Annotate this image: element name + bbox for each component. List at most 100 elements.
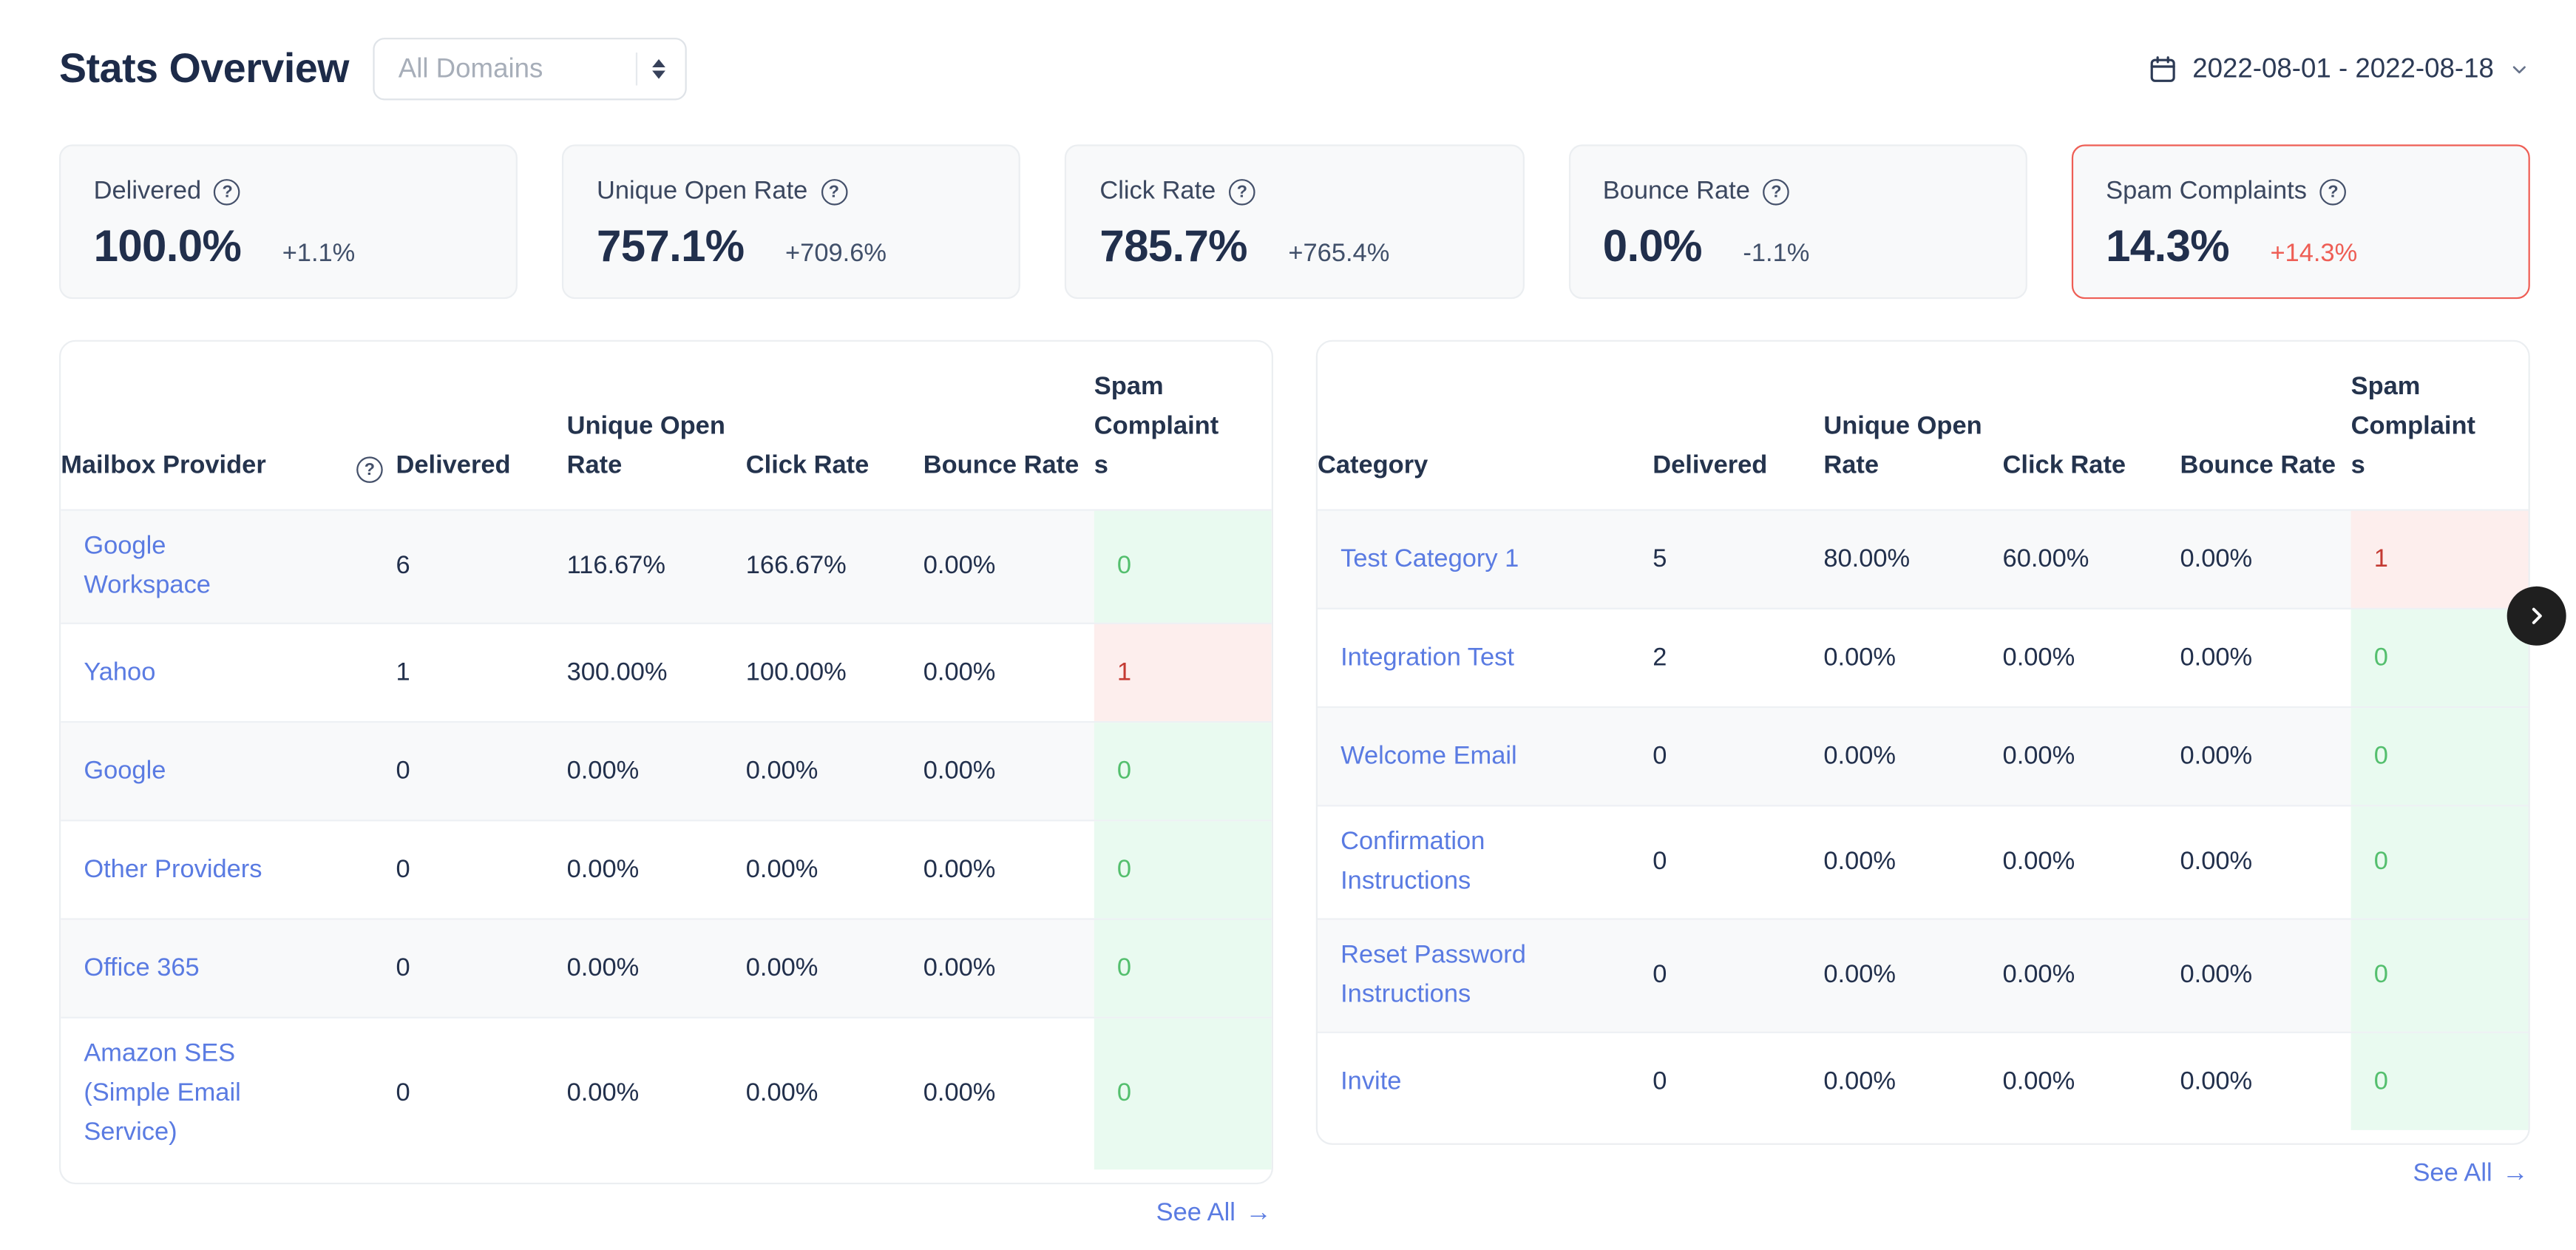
help-icon[interactable]: ? <box>1229 179 1255 206</box>
metric-cell: 1 <box>396 658 410 686</box>
mailbox-provider-table: Mailbox Provider? Delivered Unique Open Ra… <box>58 339 1274 1185</box>
chevron-right-icon <box>2532 607 2542 624</box>
stat-card-bounce-rate: Bounce Rate? 0.0% -1.1% <box>1568 144 2027 300</box>
row-name-cell: Other Providers <box>61 821 396 918</box>
spam-complaints-cell: 0 <box>1094 919 1272 1017</box>
metric-cell: 80.00% <box>1823 544 1911 572</box>
metric-cell: 0 <box>396 953 410 982</box>
row-link[interactable]: Integration Test <box>1340 643 1514 672</box>
table-row: Google Workspace 6 116.67% 166.67% 0.00% 0 <box>61 509 1272 623</box>
metric-cell: 0.00% <box>2180 643 2253 672</box>
table-row: Integration Test 2 0.00% 0.00% 0.00% 0 <box>1317 607 2529 706</box>
table-header-row: Category Delivered Unique Open Rate Click R… <box>1318 342 2529 510</box>
row-link[interactable]: Google Workspace <box>84 532 211 600</box>
metric-cell: 100.00% <box>745 658 847 686</box>
row-name-cell: Test Category 1 <box>1318 511 1653 608</box>
help-icon[interactable]: ? <box>1763 179 1790 206</box>
table-header-row: Mailbox Provider? Delivered Unique Open Ra… <box>61 342 1272 510</box>
metric-cell: 0.00% <box>2002 643 2075 672</box>
column-header: Delivered <box>1653 451 1768 480</box>
table-row: Yahoo 1 300.00% 100.00% 0.00% 1 <box>61 622 1272 721</box>
row-link[interactable]: Office 365 <box>84 953 200 982</box>
spam-complaints-cell: 0 <box>2350 919 2529 1032</box>
arrow-right-icon: → <box>1245 1199 1272 1227</box>
help-icon[interactable]: ? <box>356 456 383 483</box>
row-name-cell: Integration Test <box>1318 609 1653 706</box>
row-name-cell: Reset Password Instructions <box>1318 920 1653 1032</box>
tables-section: Mailbox Provider? Delivered Unique Open Ra… <box>58 339 2530 1229</box>
category-table: Category Delivered Unique Open Rate Click R… <box>1315 339 2530 1145</box>
help-icon[interactable]: ? <box>821 179 847 206</box>
column-header: Unique Open Rate <box>1823 412 1982 480</box>
column-header: Mailbox Provider? <box>61 447 396 509</box>
metric-cell: 116.67% <box>566 552 665 580</box>
metric-cell: 0 <box>1653 741 1667 770</box>
stat-card-value: 757.1% <box>597 221 745 271</box>
row-link[interactable]: Amazon SES (Simple Email Service) <box>84 1039 241 1147</box>
metric-cell: 0.00% <box>923 854 996 883</box>
row-link[interactable]: Test Category 1 <box>1340 544 1519 572</box>
row-link[interactable]: Yahoo <box>84 658 156 686</box>
help-icon[interactable]: ? <box>214 179 241 206</box>
spam-complaints-cell: 0 <box>2350 609 2529 706</box>
row-link[interactable]: Confirmation Instructions <box>1340 828 1485 896</box>
select-spinner-icon <box>653 58 666 79</box>
metric-cell: 0.00% <box>2002 1067 2075 1095</box>
stat-card-label: Bounce Rate <box>1602 177 1750 206</box>
help-icon[interactable]: ? <box>2319 179 2347 206</box>
metric-cell: 0.00% <box>1823 961 1897 989</box>
see-all-row: See All → <box>59 1199 1273 1229</box>
row-name-cell: Amazon SES (Simple Email Service) <box>61 1018 396 1169</box>
metric-cell: 0.00% <box>2002 847 2075 876</box>
row-link[interactable]: Invite <box>1340 1067 1402 1095</box>
metric-cell: 0.00% <box>745 756 818 785</box>
stat-card-value: 100.0% <box>93 221 242 271</box>
metric-cell: 0.00% <box>745 1079 818 1107</box>
row-link[interactable]: Reset Password Instructions <box>1340 941 1526 1009</box>
table-row: Other Providers 0 0.00% 0.00% 0.00% 0 <box>61 820 1272 919</box>
scroll-right-button[interactable] <box>2506 586 2566 646</box>
table-row: Invite 0 0.00% 0.00% 0.00% 0 <box>1317 1031 2529 1130</box>
stat-card-label: Delivered <box>93 177 202 206</box>
column-header: Bounce Rate <box>923 451 1079 480</box>
stat-card-value: 14.3% <box>2106 221 2229 271</box>
page-title: Stats Overview <box>58 45 350 92</box>
metric-cell: 0.00% <box>1823 741 1897 770</box>
spam-complaints-cell: 1 <box>2350 510 2529 608</box>
stat-card-delta: -1.1% <box>1743 240 1810 268</box>
stat-card-delivered: Delivered? 100.0% +1.1% <box>58 144 518 300</box>
row-link[interactable]: Welcome Email <box>1340 741 1517 770</box>
metric-cell: 0 <box>396 756 410 785</box>
chevron-down-icon <box>2512 65 2526 73</box>
column-header: Delivered <box>396 451 511 480</box>
domain-select[interactable]: All Domains <box>373 38 688 101</box>
metric-cell: 0.00% <box>2180 544 2253 572</box>
metric-cell: 0 <box>396 854 410 883</box>
stat-card-delta: +709.6% <box>785 240 887 268</box>
column-header: Bounce Rate <box>2180 451 2336 480</box>
metric-cell: 0.00% <box>745 854 818 883</box>
column-header: Click Rate <box>2002 451 2126 480</box>
column-header: Click Rate <box>745 451 870 480</box>
stat-card-unique-open-rate: Unique Open Rate? 757.1% +709.6% <box>562 144 1021 300</box>
metric-cell: 60.00% <box>2002 544 2089 572</box>
spam-complaints-cell: 0 <box>1094 821 1272 919</box>
see-all-row: See All → <box>1316 1160 2530 1189</box>
row-link[interactable]: Other Providers <box>84 854 262 883</box>
spam-complaints-cell: 0 <box>1094 1018 1272 1170</box>
row-link[interactable]: Google <box>84 756 166 785</box>
see-all-link[interactable]: See All → <box>2413 1160 2528 1189</box>
metric-cell: 0.00% <box>2180 1067 2253 1095</box>
spam-complaints-cell: 0 <box>1094 723 1272 820</box>
arrow-right-icon: → <box>2502 1159 2529 1188</box>
metric-cell: 0.00% <box>1823 1067 1897 1095</box>
see-all-link[interactable]: See All → <box>1156 1199 1272 1229</box>
row-name-cell: Invite <box>1318 1033 1653 1130</box>
date-range-picker[interactable]: 2022-08-01 - 2022-08-18 <box>2146 53 2530 84</box>
row-name-cell: Office 365 <box>61 920 396 1017</box>
metric-cell: 5 <box>1653 544 1667 572</box>
stat-card-delta: +14.3% <box>2270 240 2358 268</box>
stat-card-label: Unique Open Rate <box>597 177 808 206</box>
metric-cell: 0.00% <box>1823 847 1897 876</box>
metric-cell: 0.00% <box>923 658 996 686</box>
